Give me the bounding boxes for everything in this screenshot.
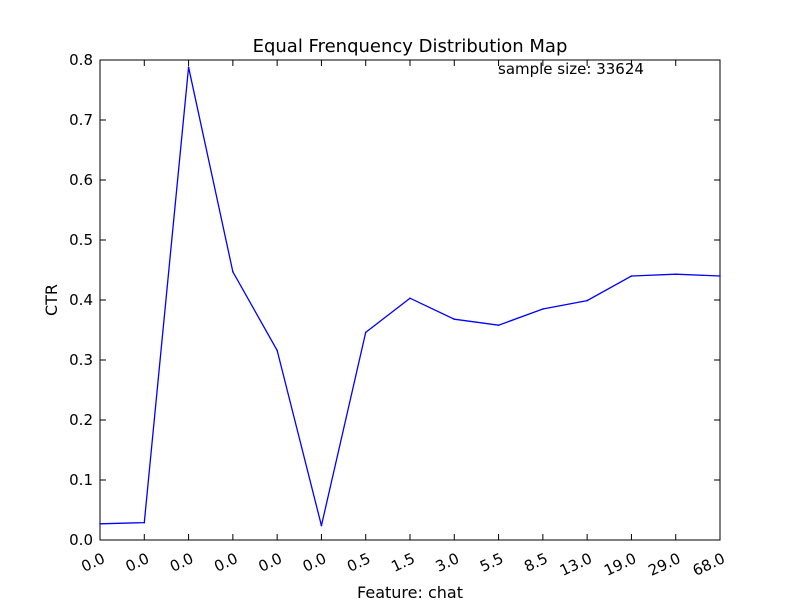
data-point: [453, 318, 456, 321]
data-point: [232, 271, 234, 273]
data-point: [674, 273, 677, 276]
sample-size-annotation: sample size: 33624: [498, 60, 644, 78]
data-point: [320, 524, 323, 527]
x-tick-label: 0.0: [256, 549, 285, 575]
x-tick-label: 0.5: [344, 549, 373, 575]
data-point: [143, 521, 146, 524]
x-tick-label: 0.0: [300, 549, 329, 575]
y-tick-label: 0.8: [69, 51, 93, 69]
x-tick-label: 0.0: [167, 549, 196, 575]
x-tick-label: 3.0: [433, 549, 462, 575]
y-tick-label: 0.2: [69, 411, 93, 429]
y-tick-label: 0.5: [69, 231, 93, 249]
plot-frame: [99, 59, 721, 541]
data-point: [630, 275, 633, 277]
y-tick-label: 0.3: [69, 351, 93, 369]
data-point: [187, 66, 190, 68]
data-point: [497, 324, 500, 327]
x-tick-label: 1.5: [388, 549, 417, 575]
x-tick-label: 0.0: [123, 549, 152, 575]
x-tick-label: 0.0: [78, 549, 107, 575]
x-tick-label: 5.5: [477, 549, 506, 575]
y-tick-label: 0.7: [69, 111, 93, 129]
data-point: [719, 275, 721, 277]
x-tick-label: 8.5: [521, 549, 550, 575]
x-tick-label: 29.0: [646, 549, 684, 579]
data-point: [409, 297, 411, 300]
x-tick-label: 68.0: [690, 549, 728, 579]
x-tick-label: 0.0: [211, 549, 240, 575]
series-line: [99, 67, 721, 526]
data-point: [276, 349, 278, 352]
y-tick-label: 0.0: [69, 531, 93, 549]
y-tick-label: 0.4: [69, 291, 93, 309]
data-point: [364, 331, 367, 334]
y-tick-label: 0.6: [69, 171, 93, 189]
x-tick-label: 13.0: [557, 549, 595, 579]
x-axis-label: Feature: chat: [357, 583, 463, 600]
data-point: [99, 523, 101, 525]
y-tick-label: 0.1: [69, 471, 93, 489]
chart-title: Equal Frenquency Distribution Map: [253, 36, 568, 57]
y-axis-label: CTR: [42, 284, 61, 316]
data-point: [542, 308, 544, 310]
data-point: [586, 299, 588, 302]
plot-area: 0.00.10.20.30.40.50.60.70.80.0 0.0 0.0 0.0 0…: [69, 51, 728, 580]
x-tick-label: 19.0: [601, 549, 639, 579]
